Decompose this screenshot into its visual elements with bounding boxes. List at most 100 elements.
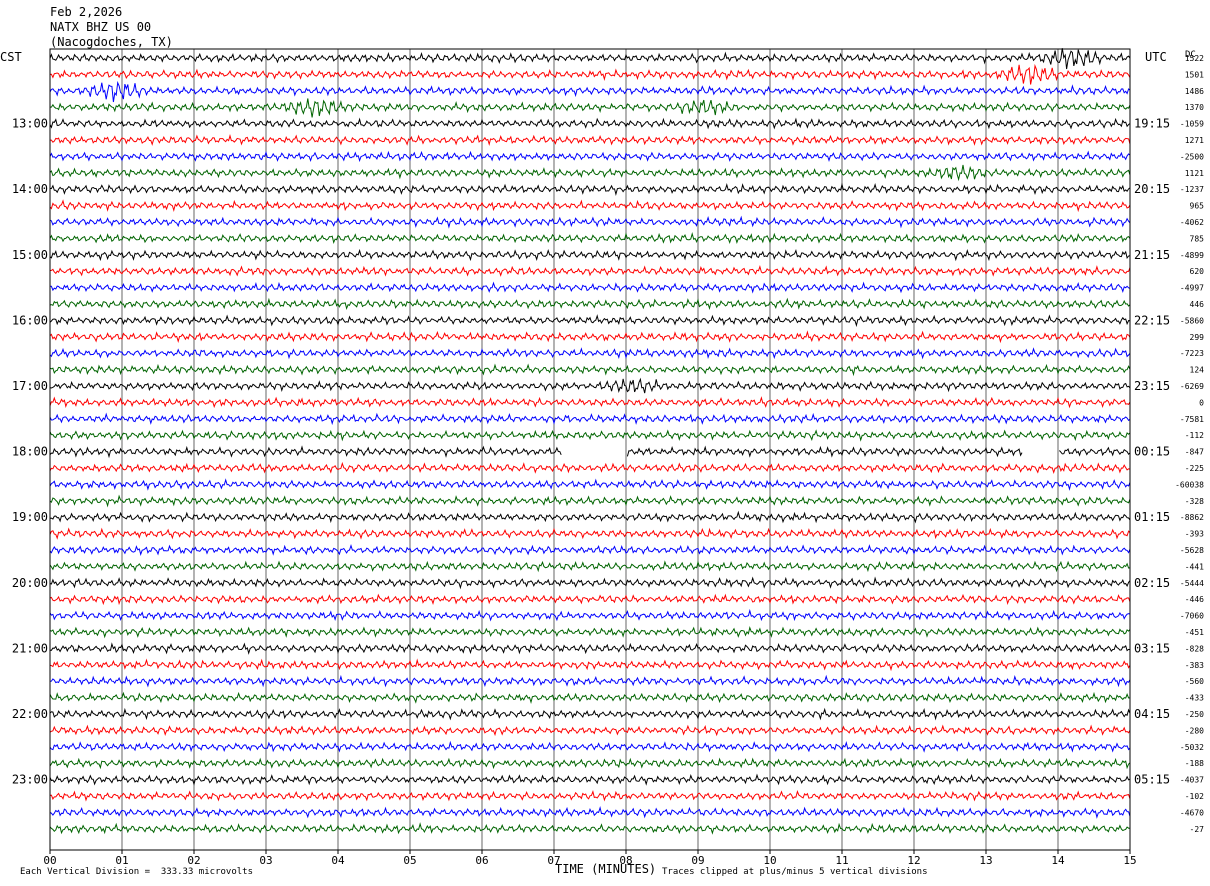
dc-title: DC <box>1185 50 1196 60</box>
dc-offset-label: 1501 <box>1185 70 1204 79</box>
utc-hour-label: 20:15 <box>1134 182 1170 196</box>
trace-row-26 <box>49 478 1131 491</box>
trace-row-34 <box>49 608 1131 622</box>
utc-hour-label: 00:15 <box>1134 445 1170 459</box>
plot-frame <box>49 48 1131 851</box>
seismogram-traces <box>49 48 1131 835</box>
cst-hour-label: 20:00 <box>12 576 48 590</box>
cst-hour-label: 14:00 <box>12 182 48 196</box>
trace-row-43 <box>49 757 1131 770</box>
dc-offset-label: -5444 <box>1180 579 1204 588</box>
dc-offset-label: -1059 <box>1180 120 1204 129</box>
trace-row-12 <box>49 248 1131 262</box>
x-tick-label: 10 <box>763 854 776 867</box>
cst-hour-label: 17:00 <box>12 379 48 393</box>
trace-row-5 <box>50 134 1131 147</box>
cst-hour-label: 13:00 <box>12 117 48 131</box>
dc-offset-label: -225 <box>1185 464 1204 473</box>
date-label: Feb 2,2026 <box>50 5 123 19</box>
dc-offset-label: -560 <box>1185 677 1204 686</box>
dc-offset-label: -4997 <box>1180 284 1204 293</box>
trace-row-31 <box>49 560 1131 573</box>
plot-border <box>49 48 1131 851</box>
dc-offset-label: -828 <box>1185 644 1204 653</box>
dc-offset-label: 1522 <box>1185 54 1204 63</box>
utc-hour-label: 01:15 <box>1134 510 1170 524</box>
trace-row-19 <box>49 363 1131 377</box>
dc-offset-label: -451 <box>1185 628 1204 637</box>
trace-row-45 <box>49 790 1131 802</box>
trace-row-44 <box>49 773 1131 786</box>
x-tick-label: 08 <box>619 854 632 867</box>
utc-hour-label: 04:15 <box>1134 707 1170 721</box>
trace-row-37 <box>49 658 1131 672</box>
dc-offset-label: -102 <box>1185 792 1204 801</box>
trace-row-24 <box>49 445 562 459</box>
x-tick-label: 15 <box>1123 854 1136 867</box>
dc-offset-label: 446 <box>1190 300 1205 309</box>
trace-row-17 <box>49 330 1131 344</box>
trace-row-8 <box>49 182 1131 197</box>
x-tick-label: 12 <box>907 854 920 867</box>
utc-hour-label: 03:15 <box>1134 641 1170 655</box>
dc-offset-label: -4899 <box>1180 251 1204 260</box>
trace-row-16 <box>49 314 1131 328</box>
trace-row-40 <box>49 707 1131 721</box>
x-tick-label: 07 <box>547 854 560 867</box>
trace-row-28 <box>49 510 1131 524</box>
x-tick-label: 13 <box>979 854 992 867</box>
trace-row-32 <box>49 576 1131 590</box>
dc-offset-label: 1121 <box>1185 169 1204 178</box>
trace-row-0 <box>49 48 1131 70</box>
dc-offset-label: 1370 <box>1185 103 1204 112</box>
dc-offset-label: -441 <box>1185 562 1204 571</box>
cst-axis-title: CST <box>0 50 22 64</box>
trace-row-21 <box>49 396 1131 409</box>
x-tick-label: 14 <box>1051 854 1065 867</box>
dc-offset-label: -847 <box>1185 448 1204 457</box>
dc-offset-label: 0 <box>1199 398 1204 407</box>
dc-offset-label: -5032 <box>1180 743 1204 752</box>
cst-hour-label: 23:00 <box>12 773 48 787</box>
trace-row-13 <box>49 265 1131 277</box>
left-hour-labels: 13:00 14:00 15:00 16:00 17:00 18:00 19:00 20:00… <box>12 117 48 787</box>
trace-row-41 <box>49 724 1131 737</box>
trace-row-22 <box>49 412 1131 426</box>
trace-row-4 <box>49 117 1131 130</box>
dc-offset-label: 785 <box>1190 234 1205 243</box>
dc-offset-label: -446 <box>1185 595 1204 604</box>
trace-row-29 <box>49 527 1131 540</box>
cst-hour-label: 15:00 <box>12 248 48 262</box>
trace-row-25 <box>49 461 1131 474</box>
dc-offset-label: 299 <box>1190 333 1205 342</box>
cst-hour-label: 21:00 <box>12 641 48 655</box>
x-tick-labels: 00 01 02 03 04 05 06 07 08 09 10 11 12 13 14 15 <box>43 850 1137 867</box>
dc-offset-label: -1237 <box>1180 185 1204 194</box>
trace-row-38 <box>49 674 1131 688</box>
dc-offset-label: -112 <box>1185 431 1204 440</box>
dc-offset-label: -4062 <box>1180 218 1204 227</box>
dc-offset-label: -60038 <box>1175 480 1204 489</box>
trace-row-27 <box>49 494 1131 508</box>
trace-row-15 <box>49 297 1131 311</box>
dc-offset-label: 124 <box>1190 366 1205 375</box>
dc-offset-label: -27 <box>1190 825 1205 834</box>
trace-row-14 <box>50 281 1131 294</box>
trace-row-39 <box>49 691 1131 705</box>
trace-row-42 <box>49 740 1131 753</box>
trace-row-35 <box>49 625 1131 639</box>
x-tick-label: 01 <box>115 854 128 867</box>
trace-row-9 <box>49 199 1131 213</box>
dc-offset-label: -5628 <box>1180 546 1204 555</box>
trace-row-2 <box>49 80 1131 103</box>
x-tick-label: 03 <box>259 854 272 867</box>
dc-offset-label: -2500 <box>1180 152 1204 161</box>
dc-offset-label: 1486 <box>1185 87 1204 96</box>
dc-offset-label: -393 <box>1185 530 1204 539</box>
x-tick-label: 05 <box>403 854 416 867</box>
trace-row-18 <box>49 347 1131 360</box>
dc-offset-label: -7060 <box>1180 612 1204 621</box>
dc-offset-label: -6269 <box>1180 382 1204 391</box>
x-tick-label: 00 <box>43 854 56 867</box>
